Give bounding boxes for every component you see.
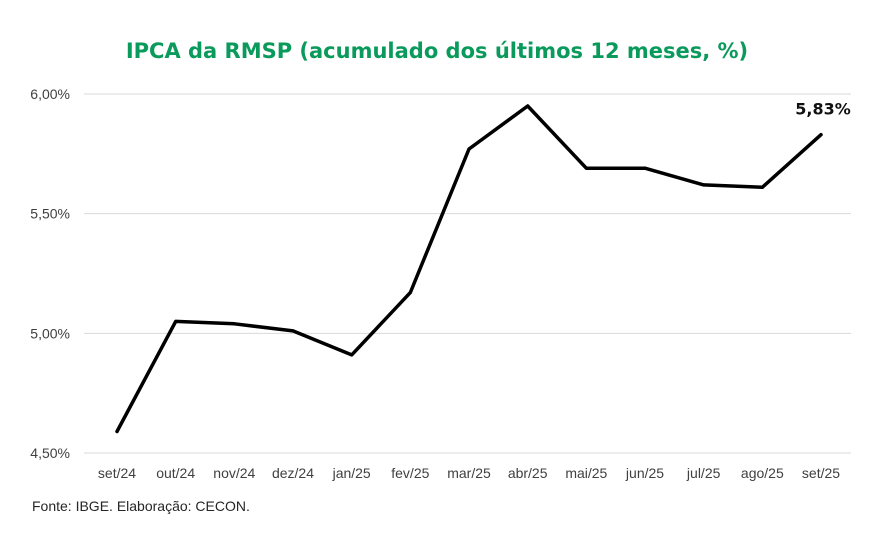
x-tick-label: out/24 — [156, 465, 195, 481]
data-point — [232, 322, 236, 326]
source-note: Fonte: IBGE. Elaboração: CECON. — [32, 498, 250, 514]
data-point — [467, 147, 471, 151]
y-tick-label: 4,50% — [30, 445, 70, 461]
data-point — [702, 183, 706, 187]
y-tick-label: 6,00% — [30, 86, 70, 102]
data-label: 5,83% — [795, 100, 851, 119]
x-tick-label: set/25 — [802, 465, 840, 481]
y-tick-label: 5,50% — [30, 206, 70, 222]
y-axis-ticks: 4,50% 5,00% 5,50% 6,00% — [30, 86, 70, 461]
data-point — [408, 291, 412, 295]
x-tick-label: dez/24 — [272, 465, 314, 481]
gridlines — [84, 93, 851, 454]
x-tick-label: nov/24 — [213, 465, 255, 481]
data-point — [760, 185, 764, 189]
data-point — [115, 429, 119, 433]
data-point — [526, 104, 530, 108]
x-tick-label: mar/25 — [447, 465, 491, 481]
x-tick-label: jul/25 — [686, 465, 721, 481]
data-point — [291, 329, 295, 333]
x-axis-ticks: set/24 out/24 nov/24 dez/24 jan/25 fev/25 mar/… — [98, 465, 840, 481]
x-tick-label: set/24 — [98, 465, 136, 481]
x-tick-label: jan/25 — [332, 465, 371, 481]
x-tick-label: jun/25 — [625, 465, 664, 481]
y-tick-label: 5,00% — [30, 325, 70, 341]
data-point — [350, 353, 354, 357]
series-group — [115, 104, 823, 434]
data-point — [174, 319, 178, 323]
data-labels: 5,83% — [795, 100, 851, 119]
data-point — [819, 133, 823, 137]
data-point — [584, 166, 588, 170]
data-point — [643, 166, 647, 170]
x-tick-label: fev/25 — [391, 465, 429, 481]
x-tick-label: abr/25 — [508, 465, 548, 481]
chart-title: IPCA da RMSP (acumulado dos últimos 12 m… — [126, 39, 748, 63]
x-tick-label: ago/25 — [741, 465, 784, 481]
series-line — [115, 104, 823, 434]
x-tick-label: mai/25 — [565, 465, 607, 481]
